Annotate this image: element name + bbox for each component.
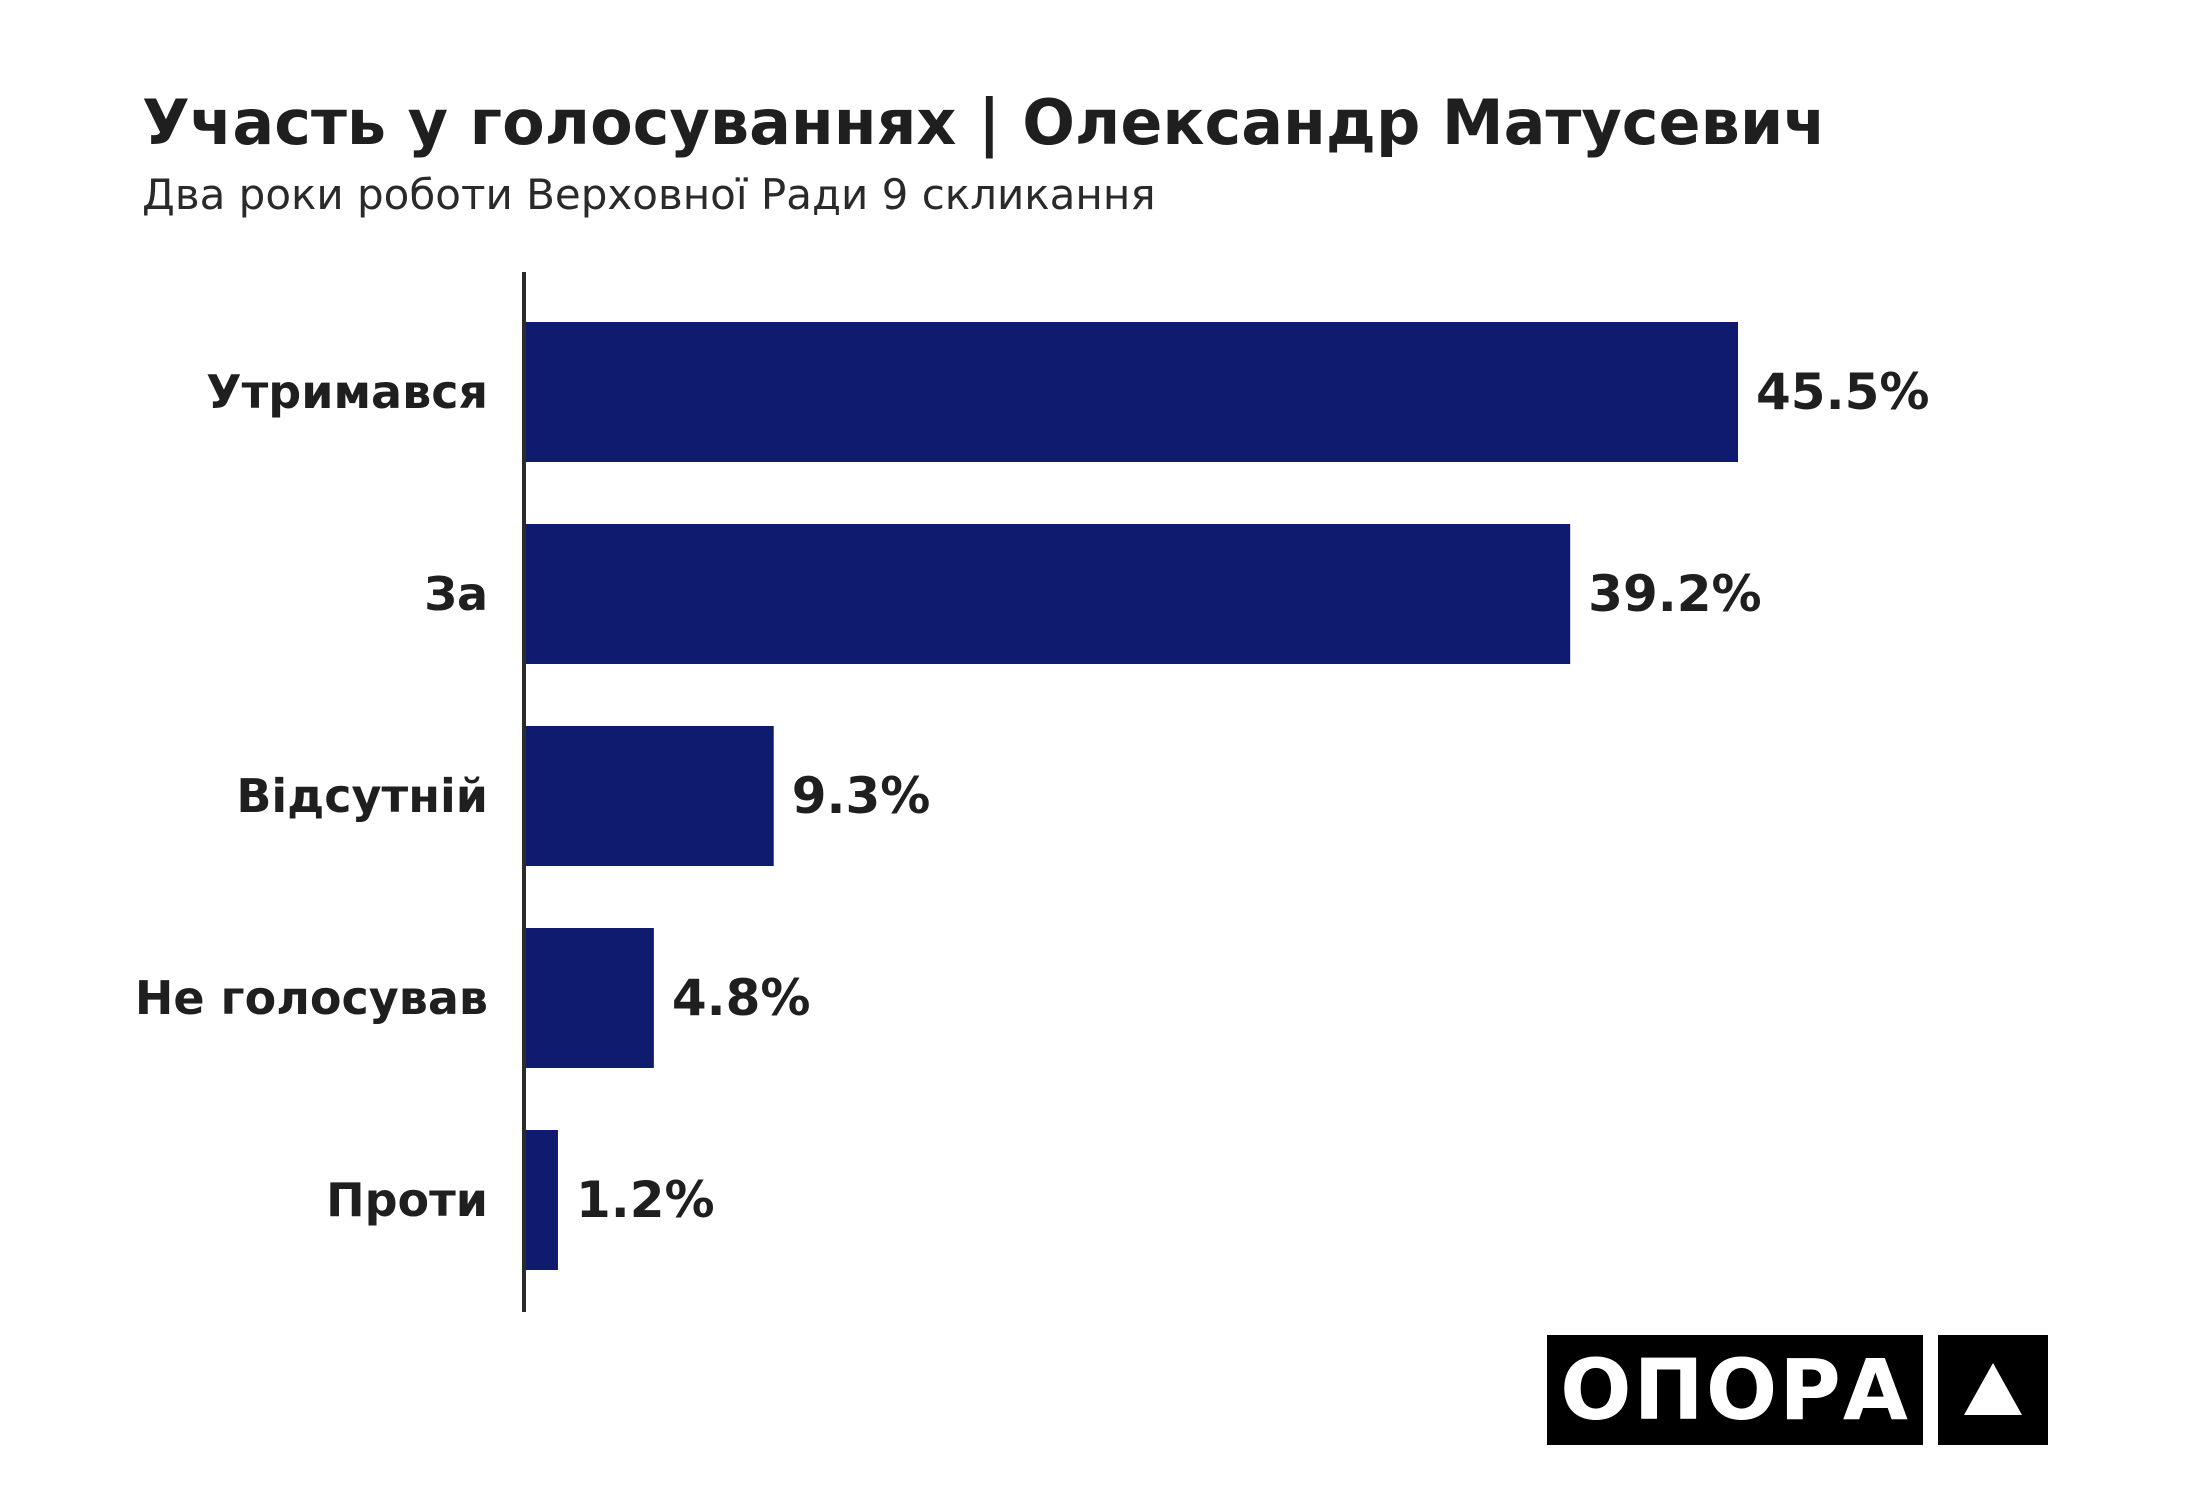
value-label: 39.2% xyxy=(1588,565,1761,623)
opora-logo: ОПОРА xyxy=(1547,1335,1923,1445)
bar-2 xyxy=(526,524,1571,664)
value-label: 4.8% xyxy=(672,969,811,1027)
labels-layer: Утримався 45.5% За 39.2% Відсутній 9.3% Не гол… xyxy=(135,363,1930,1229)
category-label: Відсутній xyxy=(236,769,488,823)
value-label: 1.2% xyxy=(576,1171,715,1229)
bar-1 xyxy=(526,322,1738,462)
bar-4 xyxy=(526,928,654,1068)
bar-3 xyxy=(526,726,774,866)
value-label: 45.5% xyxy=(1756,363,1929,421)
category-label: За xyxy=(424,567,488,621)
triangle-icon xyxy=(1938,1335,2048,1445)
value-label: 9.3% xyxy=(792,767,931,825)
bars-layer xyxy=(526,322,1738,1270)
category-label: Не голосував xyxy=(135,971,488,1025)
chart-title: Участь у голосуваннях | Олександр Матусе… xyxy=(142,86,1826,159)
category-label: Утримався xyxy=(206,365,488,419)
chart-subtitle: Два роки роботи Верховної Ради 9 скликан… xyxy=(142,170,1156,219)
category-label: Проти xyxy=(326,1173,488,1227)
opora-logo-text: ОПОРА xyxy=(1560,1341,1910,1439)
bar-5 xyxy=(526,1130,558,1270)
